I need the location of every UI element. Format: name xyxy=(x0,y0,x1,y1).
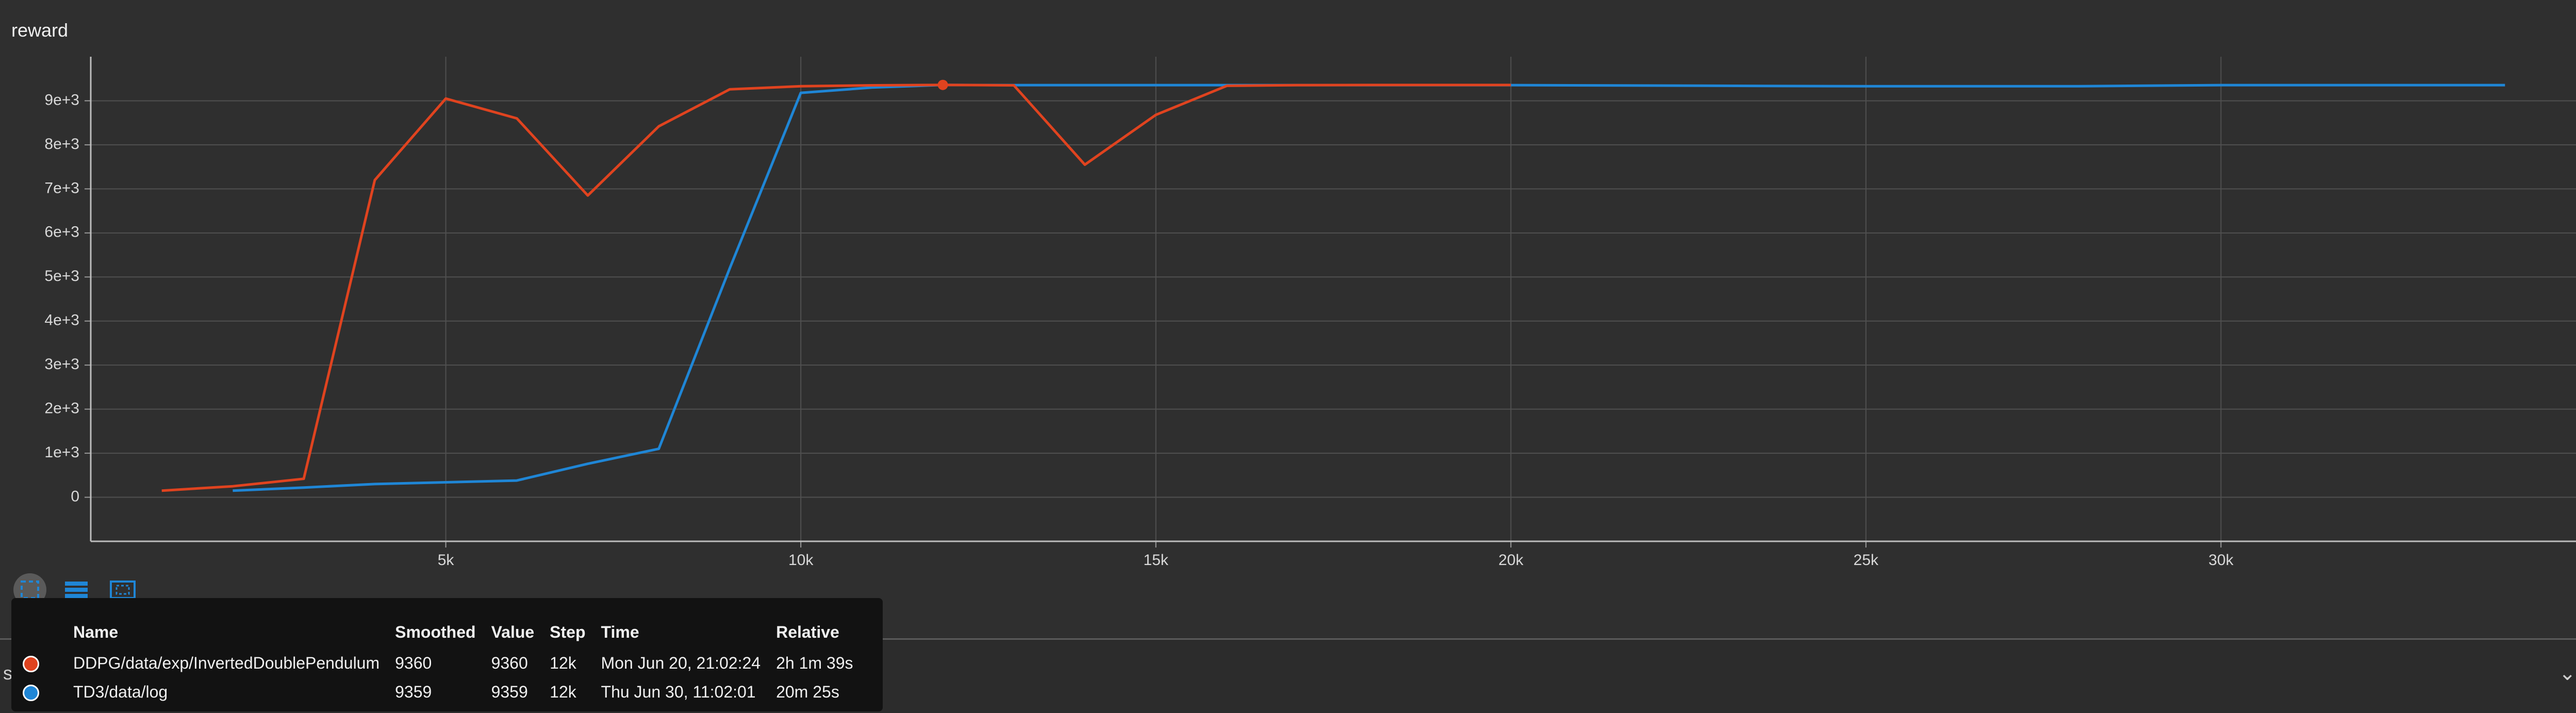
row-value: 9359 xyxy=(491,682,528,701)
row-name: DDPG/data/exp/InvertedDoublePendulum xyxy=(73,653,380,672)
row-value: 9360 xyxy=(491,653,528,672)
series-color-dot xyxy=(23,685,39,702)
tooltip-row: TD3/data/log 9359 9359 12k Thu Jun 30, 1… xyxy=(23,677,869,706)
toggle-list-button[interactable] xyxy=(60,573,93,606)
row-time: Thu Jun 30, 11:02:01 xyxy=(601,682,756,701)
header-time: Time xyxy=(601,622,639,641)
row-name: TD3/data/log xyxy=(73,682,168,701)
x-tick-label: 25k xyxy=(1854,552,1879,567)
y-tick-label: 3e+3 xyxy=(44,356,79,373)
row-smoothed: 9360 xyxy=(395,653,432,672)
y-tick-label: 1e+3 xyxy=(44,444,79,461)
header-step: Step xyxy=(550,622,586,641)
x-tick-label: 15k xyxy=(1144,552,1169,567)
x-tick-label: 10k xyxy=(788,552,814,567)
row-step: 12k xyxy=(550,653,576,672)
tooltip-table: Name Smoothed Value Step Time Relative D… xyxy=(11,598,883,711)
header-relative: Relative xyxy=(776,622,839,641)
y-tick-label: 0 xyxy=(71,488,79,505)
chevron-down-icon[interactable]: ⌄ xyxy=(2558,662,2576,685)
series-color-dot xyxy=(23,656,39,673)
chart-title: reward xyxy=(11,20,69,41)
x-tick-label: 20k xyxy=(1498,552,1524,567)
y-tick-label: 6e+3 xyxy=(44,224,79,241)
row-step: 12k xyxy=(550,682,576,701)
header-smoothed: Smoothed xyxy=(395,622,476,641)
fit-domain-icon xyxy=(21,581,39,599)
series-line-ddpg[interactable] xyxy=(161,84,1511,492)
series-line-td3[interactable] xyxy=(233,84,2505,492)
row-time: Mon Jun 20, 21:02:24 xyxy=(601,653,761,672)
chart-plot[interactable]: 9e+3 8e+3 7e+3 6e+3 5e+3 4e+3 3e+3 2e+3 1e+3 0 5k 1… xyxy=(0,0,2576,567)
tooltip-header-row: Name Smoothed Value Step Time Relative xyxy=(23,622,869,649)
tooltip-row: DDPG/data/exp/InvertedDoublePendulum 936… xyxy=(23,649,869,677)
header-value: Value xyxy=(491,622,535,641)
row-smoothed: 9359 xyxy=(395,682,432,701)
row-relative: 2h 1m 39s xyxy=(776,653,853,672)
x-tick-label: 5k xyxy=(438,552,455,567)
x-tick-label: 30k xyxy=(2208,552,2234,567)
y-tick-label: 9e+3 xyxy=(44,91,79,108)
header-color xyxy=(23,622,73,649)
toggle-list-icon xyxy=(65,582,88,598)
y-tick-label: 5e+3 xyxy=(44,268,79,285)
row-relative: 20m 25s xyxy=(776,682,839,701)
y-tick-label: 2e+3 xyxy=(44,400,79,417)
y-tick-label: 8e+3 xyxy=(44,136,79,153)
hover-point xyxy=(937,79,948,90)
y-tick-label: 4e+3 xyxy=(44,312,79,329)
y-tick-label: 7e+3 xyxy=(44,179,79,196)
header-name: Name xyxy=(73,622,119,641)
